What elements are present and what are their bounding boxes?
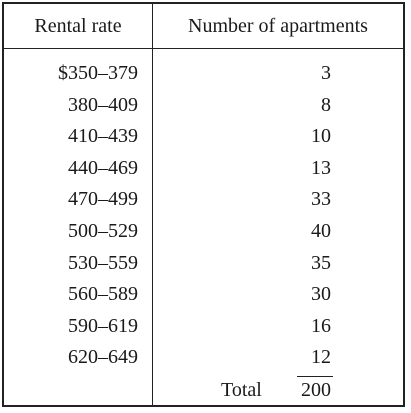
apartment-count-cell: 10 bbox=[311, 125, 331, 148]
table-row: 440–469 13 bbox=[4, 153, 403, 185]
total-value: 200 bbox=[301, 379, 331, 401]
column-divider bbox=[152, 4, 153, 405]
apartment-count-cell: 30 bbox=[311, 283, 331, 306]
table-row: 620–649 12 bbox=[4, 342, 403, 374]
rental-rate-cell: 470–499 bbox=[68, 188, 138, 211]
header-rental-rate: Rental rate bbox=[34, 15, 122, 37]
total-row: Total 200 bbox=[4, 375, 403, 405]
apartment-count-cell: 35 bbox=[311, 251, 331, 274]
apartment-count-cell: 33 bbox=[311, 188, 331, 211]
total-label: Total bbox=[221, 379, 262, 401]
table-row: 590–619 16 bbox=[4, 311, 403, 343]
apartment-count-cell: 3 bbox=[321, 62, 331, 84]
rental-rate-cell: 530–559 bbox=[68, 251, 138, 274]
table-row: 500–529 40 bbox=[4, 216, 403, 248]
table-row: 470–499 33 bbox=[4, 184, 403, 216]
table-row: 380–409 8 bbox=[4, 90, 403, 122]
rental-rate-cell: $350–379 bbox=[58, 62, 138, 84]
rental-rate-cell: 560–589 bbox=[68, 283, 138, 306]
total-overline bbox=[297, 376, 333, 377]
table-row: $350–379 3 bbox=[4, 58, 403, 90]
table-body: $350–379 3 380–409 8 410–439 10 440–469 … bbox=[4, 58, 403, 374]
apartment-count-cell: 12 bbox=[311, 346, 331, 369]
apartment-count-cell: 13 bbox=[311, 156, 331, 179]
rental-rate-cell: 380–409 bbox=[68, 93, 138, 116]
rental-rate-cell: 590–619 bbox=[68, 314, 138, 337]
rental-rate-cell: 410–439 bbox=[68, 125, 138, 148]
frequency-table: Rental rate Number of apartments $350–37… bbox=[2, 2, 405, 407]
apartment-count-cell: 8 bbox=[321, 93, 331, 116]
rental-rate-cell: 440–469 bbox=[68, 156, 138, 179]
table-row: 410–439 10 bbox=[4, 121, 403, 153]
apartment-count-cell: 40 bbox=[311, 219, 331, 242]
rental-rate-cell: 500–529 bbox=[68, 219, 138, 242]
header-number-of-apartments: Number of apartments bbox=[188, 15, 368, 37]
table-row: 530–559 35 bbox=[4, 248, 403, 280]
rental-rate-cell: 620–649 bbox=[68, 346, 138, 369]
table-row: 560–589 30 bbox=[4, 279, 403, 311]
apartment-count-cell: 16 bbox=[311, 314, 331, 337]
table-header: Rental rate Number of apartments bbox=[4, 4, 403, 49]
